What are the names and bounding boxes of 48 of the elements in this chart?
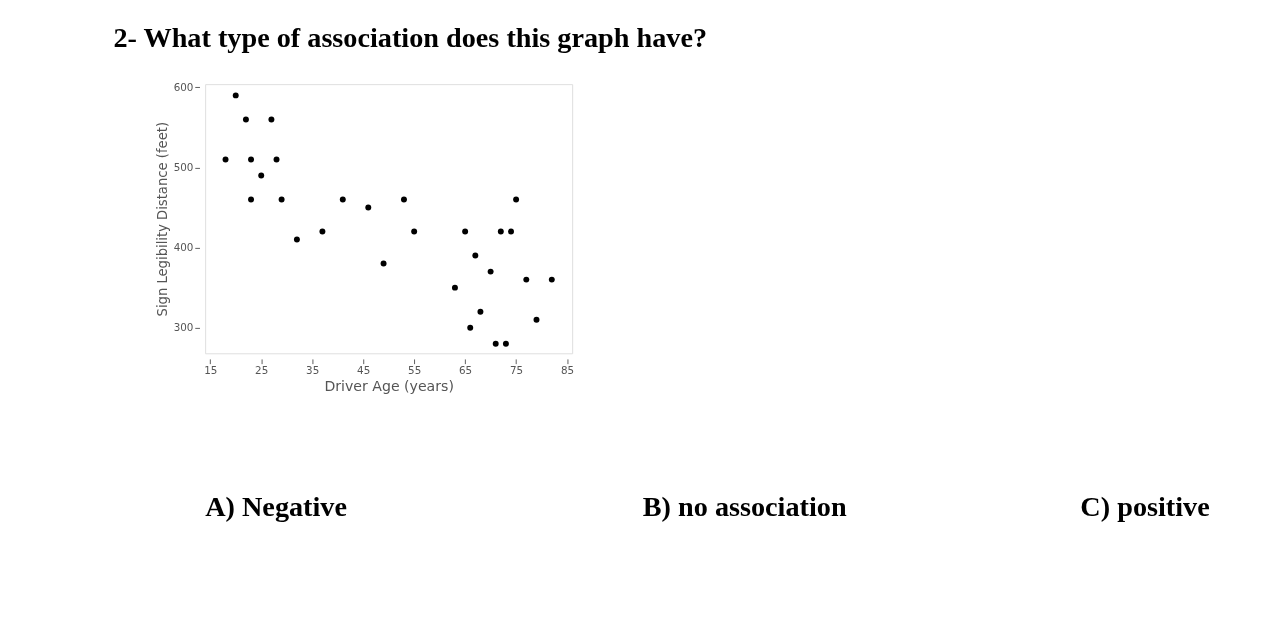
point [497,228,504,235]
text: B) no association [642,491,847,523]
text: A) Negative [205,491,347,523]
point [477,308,484,315]
point [487,268,494,275]
y-tick-label: 600 [173,80,194,93]
point [502,340,509,347]
point [451,284,458,291]
y-tick-label: 300 [173,320,194,333]
point [273,156,280,163]
y-tick-label: 400 [173,240,194,253]
point [248,196,255,203]
point [248,156,255,163]
x-tick-label: 45 [357,364,371,377]
point [319,228,326,235]
x-tick-label: 65 [459,364,473,377]
point [411,228,418,235]
point [268,116,275,123]
point [400,196,407,203]
x-tick-label: 85 [560,364,575,377]
x-tick-label: 25 [255,364,269,377]
point [472,252,479,259]
point [492,340,499,347]
point [462,228,469,235]
chart-title: 2- What type of association does this graph have? [113,22,708,54]
text: C) positive [1080,491,1210,523]
y-tick-label: 500 [173,160,194,173]
x-axis-title: Driver Age (years) [324,378,454,395]
point [365,204,372,211]
point [278,196,285,203]
point [513,196,520,203]
point [339,196,346,203]
x-tick-label: 75 [509,364,524,377]
y-axis-title: Sign Legibility Distance (feet) [155,121,171,317]
point [222,156,229,163]
point [508,228,514,235]
point [258,172,265,179]
point [232,92,239,99]
point [242,116,249,123]
x-tick-label: 15 [204,364,218,377]
point [548,276,555,283]
point [467,324,474,331]
x-tick-label: 55 [408,364,422,377]
point [380,260,387,267]
x-tick-label: 35 [306,364,320,377]
point [523,276,530,283]
point [293,236,300,243]
point [533,316,540,323]
